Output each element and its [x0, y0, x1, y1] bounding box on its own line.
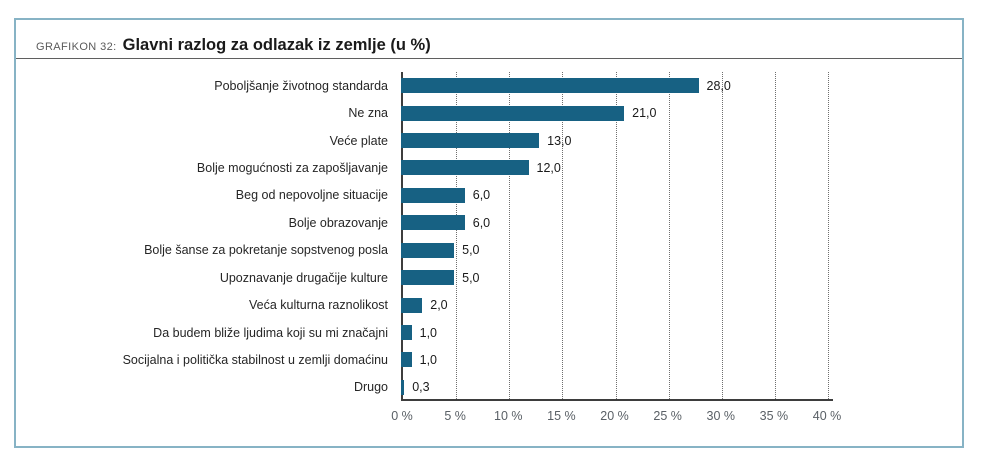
bar-area: 0,3: [401, 379, 901, 395]
value-label: 1,0: [419, 325, 438, 340]
category-label: Veća kulturna raznolikost: [249, 298, 388, 313]
bar: [401, 297, 423, 313]
x-axis-ticks: 0 % 5 % 10 % 15 % 20 % 25 % 30 % 35 % 40 %: [16, 409, 962, 427]
bar: [401, 242, 455, 258]
category-label: Upoznavanje drugačije kulture: [219, 270, 388, 285]
bar-rows: Poboljšanje životnog standarda 28,0 Ne zna…: [16, 72, 962, 401]
x-tick-label: 25 %: [653, 409, 682, 423]
bar-area: 12,0: [401, 160, 901, 176]
category-label: Drugo: [353, 380, 388, 395]
value-label: 12,0: [536, 160, 561, 175]
bar: [401, 352, 412, 368]
bar: [401, 187, 465, 203]
title-divider: [16, 58, 962, 59]
chart-row: Poboljšanje životnog standarda 28,0: [16, 72, 962, 99]
x-tick-label: 5 %: [444, 409, 466, 423]
bar-area: 2,0: [401, 297, 901, 313]
category-label: Ne zna: [348, 106, 388, 121]
value-label: 1,0: [419, 352, 438, 367]
chart-title: Glavni razlog za odlazak iz zemlje (u %): [122, 36, 431, 54]
value-label: 6,0: [472, 215, 491, 230]
chart-row: Da budem bliže ljudima koji su mi značaj…: [16, 319, 962, 346]
value-label: 28,0: [706, 78, 731, 93]
bar-area: 21,0: [401, 105, 901, 121]
bar-area: 5,0: [401, 270, 901, 286]
category-label: Veće plate: [329, 133, 388, 148]
chart-header: GRAFIKON 32: Glavni razlog za odlazak iz…: [36, 36, 431, 55]
bar: [401, 215, 465, 231]
value-label: 5,0: [462, 243, 480, 258]
category-label: Socijalna i politička stabilnost u zemlj…: [122, 352, 388, 367]
bar-area: 5,0: [401, 242, 901, 258]
bar-area: 28,0: [401, 78, 901, 94]
value-label: 2,0: [430, 298, 448, 313]
chart-row: Bolje šanse za pokretanje sopstvenog pos…: [16, 237, 962, 264]
x-tick-label: 15 %: [547, 409, 576, 423]
x-tick-label: 40 %: [812, 409, 842, 423]
chart-row: Upoznavanje drugačije kulture 5,0: [16, 264, 962, 291]
x-tick-label: 30 %: [706, 409, 736, 423]
chart-row: Bolje obrazovanje 6,0: [16, 209, 962, 236]
value-label: 5,0: [462, 270, 480, 285]
category-label: Poboljšanje životnog standarda: [214, 78, 388, 93]
x-tick-label: 20 %: [600, 409, 629, 423]
bar-area: 6,0: [401, 215, 901, 231]
bar-area: 6,0: [401, 187, 901, 203]
bar: [401, 160, 529, 176]
x-tick-label: 35 %: [759, 409, 789, 423]
bar: [401, 270, 455, 286]
value-label: 21,0: [632, 106, 657, 121]
bar: [401, 133, 540, 149]
bar-area: 1,0: [401, 325, 901, 340]
bar-area: 13,0: [401, 133, 901, 149]
chart-row: Ne zna 21,0: [16, 99, 962, 126]
chart-kicker: GRAFIKON 32:: [36, 41, 117, 53]
chart-row: Socijalna i politička stabilnost u zemlj…: [16, 346, 962, 373]
bar: [401, 105, 625, 121]
x-tick-label: 0 %: [391, 409, 413, 423]
category-label: Bolje šanse za pokretanje sopstvenog pos…: [144, 243, 388, 258]
value-label: 0,3: [412, 380, 430, 395]
value-label: 13,0: [547, 133, 572, 148]
chart-row: Beg od nepovoljne situacije 6,0: [16, 182, 962, 209]
chart-row: Bolje mogućnosti za zapošljavanje 12,0: [16, 154, 962, 181]
category-label: Beg od nepovoljne situacije: [235, 188, 388, 203]
bar: [401, 78, 699, 94]
category-label: Bolje mogućnosti za zapošljavanje: [196, 160, 388, 175]
category-label: Da budem bliže ljudima koji su mi značaj…: [153, 325, 388, 340]
bar: [401, 379, 405, 395]
chart-row: Veće plate 13,0: [16, 127, 962, 154]
bar-area: 1,0: [401, 352, 901, 368]
chart-row: Drugo 0,3: [16, 374, 962, 401]
x-tick-label: 10 %: [494, 409, 523, 423]
value-label: 6,0: [472, 188, 491, 203]
chart-row: Veća kulturna raznolikost 2,0: [16, 291, 962, 318]
bar: [401, 325, 412, 340]
chart-card: GRAFIKON 32: Glavni razlog za odlazak iz…: [14, 18, 964, 448]
category-label: Bolje obrazovanje: [288, 215, 388, 230]
